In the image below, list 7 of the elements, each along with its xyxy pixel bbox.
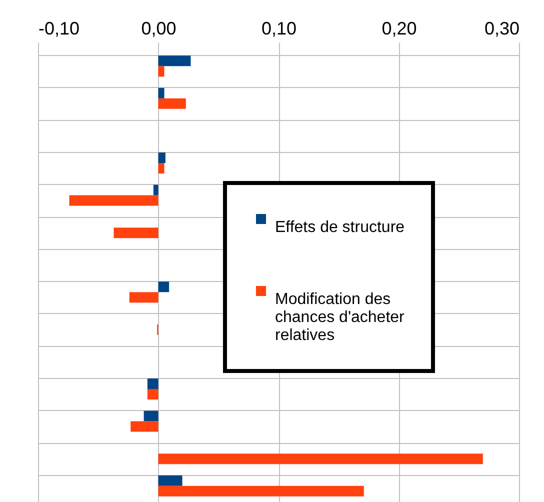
legend-label: Effets de structure [275,219,405,236]
legend-label: Modification des chances d'acheter relatives [275,291,406,344]
x-tick-label: 0,30 [484,18,520,38]
x-tick-label: 0,20 [382,18,417,38]
x-tick-label: -0,10 [38,18,80,38]
x-tick-label: 0,10 [261,18,297,38]
x-tick-label: 0,00 [141,18,176,38]
